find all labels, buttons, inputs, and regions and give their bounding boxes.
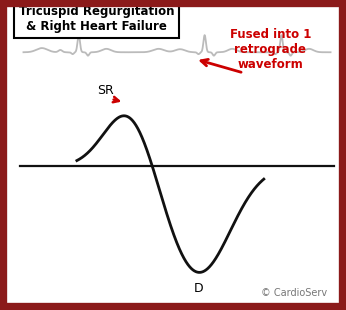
Text: SR: SR <box>98 84 114 97</box>
Text: Fused into 1
retrograde
waveform: Fused into 1 retrograde waveform <box>230 28 311 71</box>
Text: Tricuspid Regurgitation
& Right Heart Failure: Tricuspid Regurgitation & Right Heart Fa… <box>19 5 175 33</box>
Text: © CardioServ: © CardioServ <box>261 288 327 298</box>
Text: D: D <box>193 282 203 295</box>
